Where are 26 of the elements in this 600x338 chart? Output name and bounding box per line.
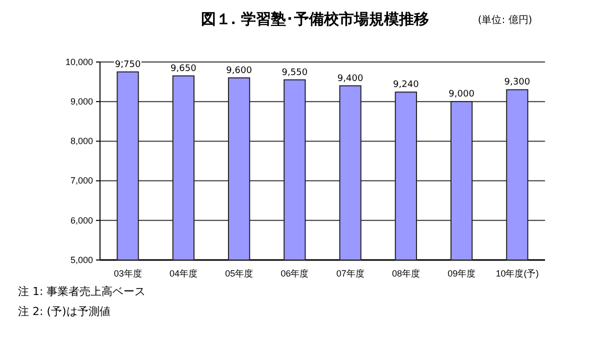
x-tick-label: 04年度 [169,268,198,278]
data-label: 9,600 [226,66,252,76]
y-tick-label: 9,000 [70,96,93,106]
x-tick-label: 06年度 [280,268,309,278]
chart-subtitle: (単位: 億円) [478,14,532,26]
data-label: 9,650 [170,64,197,74]
text: 注 2: (予)は予測値 [18,305,110,318]
x-tick-label: 08年度 [392,268,420,278]
x-tick-label: 09年度 [448,268,476,278]
data-label: 9,550 [282,68,308,78]
y-tick-label: 7,000 [70,176,93,186]
x-tick-label: 07年度 [336,268,364,278]
y-tick-label: 5,000 [70,254,93,265]
chart-title: 図１. 学習塾･予備校市場規模推移 [200,10,430,28]
x-tick-label: 05年度 [225,268,254,278]
x-tick-label: 03年度 [114,268,142,278]
data-label: 9,240 [393,80,420,90]
y-tick-label: 8,000 [70,136,93,146]
x-tick-label: 10年度(予) [496,268,539,278]
y-tick-label: 6,000 [70,215,93,226]
data-label: 9,750 [114,60,141,70]
data-label: 9,300 [504,78,530,88]
data-label: 9,400 [337,74,364,84]
text: 注 1: 事業者売上高ベース [18,285,146,298]
data-label: 9,000 [448,90,475,100]
y-tick-label: 10,000 [65,56,93,67]
